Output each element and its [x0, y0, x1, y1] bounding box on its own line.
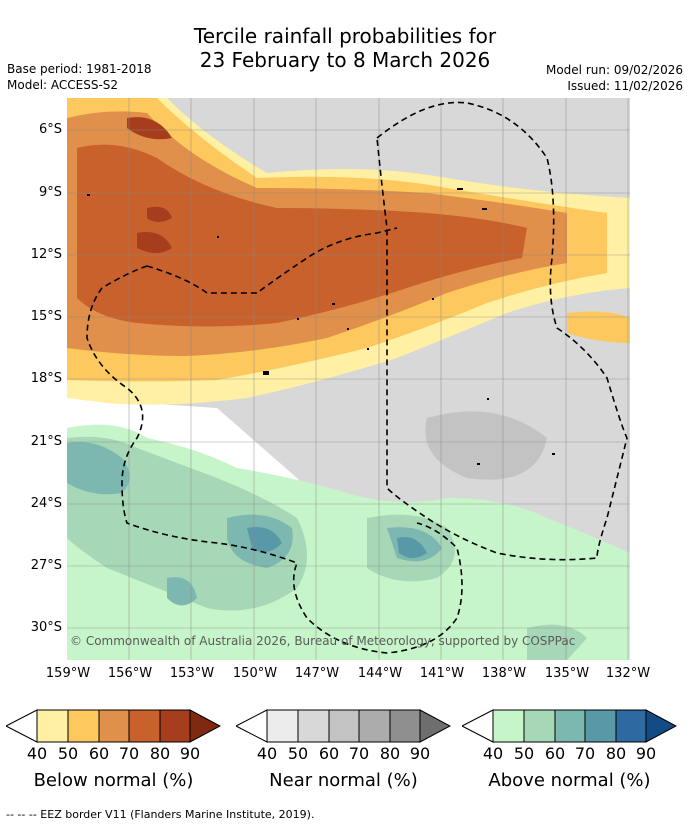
lon-label: 150°W	[232, 666, 278, 681]
legend-tick: 70	[574, 744, 596, 763]
map-canvas	[67, 98, 630, 660]
lon-label: 153°W	[169, 666, 215, 681]
lon-label: 132°W	[605, 666, 651, 681]
lat-label: 30°S	[30, 620, 62, 635]
base-period: Base period: 1981-2018	[7, 62, 152, 76]
legend-tick: 40	[256, 744, 278, 763]
legend-tick: 80	[379, 744, 401, 763]
legend-tick: 60	[88, 744, 110, 763]
near-normal-field	[425, 411, 547, 480]
near-normal-field	[367, 98, 630, 218]
above-normal-field	[77, 453, 102, 471]
legend-below-title: Below normal (%)	[33, 770, 194, 791]
lon-label: 138°W	[481, 666, 527, 681]
legend-tick: 60	[318, 744, 340, 763]
islands	[87, 188, 555, 465]
lat-label: 18°S	[30, 371, 62, 386]
legend-near-colorbar	[236, 709, 451, 743]
lon-label: 141°W	[419, 666, 465, 681]
lat-label: 6°S	[38, 122, 62, 137]
below-normal-field	[147, 206, 172, 222]
legend-above-title: Above normal (%)	[488, 770, 651, 791]
near-normal-field	[407, 98, 537, 108]
model-run: Model run: 09/02/2026	[545, 63, 683, 77]
lat-label: 12°S	[30, 247, 62, 262]
issued-date: Issued: 11/02/2026	[567, 79, 683, 93]
legend-above-colorbar	[462, 709, 677, 743]
legend-near-title: Near normal (%)	[269, 770, 418, 791]
legend-tick: 50	[513, 744, 535, 763]
above-normal-field	[397, 537, 427, 558]
above-normal-field	[167, 577, 197, 606]
legend-tick: 80	[605, 744, 627, 763]
model-name: Model: ACCESS-S2	[7, 78, 119, 92]
legend-tick: 70	[348, 744, 370, 763]
above-normal-field	[247, 527, 282, 552]
above-normal-field	[527, 624, 587, 660]
legend-tick: 90	[409, 744, 431, 763]
legend-tick: 50	[57, 744, 79, 763]
legend-tick: 40	[482, 744, 504, 763]
lat-label: 9°S	[38, 185, 62, 200]
title-line-2: 23 February to 8 March 2026	[199, 48, 491, 72]
legend-tick: 80	[149, 744, 171, 763]
lon-label: 144°W	[357, 666, 403, 681]
eez-border	[86, 101, 628, 654]
lon-label: 156°W	[107, 666, 153, 681]
legend-tick: 50	[287, 744, 309, 763]
below-normal-field	[127, 117, 172, 140]
lat-label: 27°S	[30, 558, 62, 573]
lon-label: 147°W	[294, 666, 340, 681]
lat-label: 15°S	[30, 309, 62, 324]
lat-label: 21°S	[30, 434, 62, 449]
graticule	[67, 98, 630, 660]
title-line-1: Tercile rainfall probabilities for	[193, 24, 497, 48]
lon-label: 135°W	[544, 666, 590, 681]
legend-tick: 70	[118, 744, 140, 763]
legend-tick: 90	[179, 744, 201, 763]
lat-label: 24°S	[30, 496, 62, 511]
copyright-notice: © Commonwealth of Australia 2026, Bureau…	[70, 634, 576, 648]
below-normal-field	[567, 311, 630, 343]
below-normal-field	[87, 186, 477, 303]
legend-tick: 60	[544, 744, 566, 763]
rainfall-map	[67, 98, 630, 660]
lon-label: 159°W	[45, 666, 91, 681]
below-normal-field	[137, 232, 172, 253]
legend-tick: 90	[635, 744, 657, 763]
legend-below-colorbar	[6, 709, 221, 743]
eez-footnote: -- -- -- EEZ border V11 (Flanders Marine…	[6, 808, 315, 821]
legend-tick: 40	[26, 744, 48, 763]
